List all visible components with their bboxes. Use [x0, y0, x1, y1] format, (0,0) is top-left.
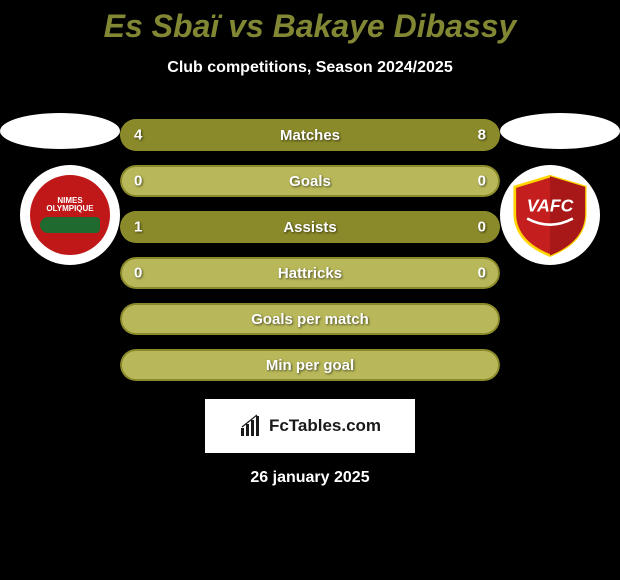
nimes-label: NIMESOLYMPIQUE — [46, 197, 93, 213]
stat-label: Assists — [283, 219, 336, 236]
stats-area: NIMESOLYMPIQUE VAFC 4 8 Matches 0 0 Goals 1 0 As… — [0, 113, 620, 381]
date-text: 26 january 2025 — [0, 469, 620, 487]
ellipse-left — [0, 113, 120, 149]
stat-value-right: 0 — [478, 173, 486, 190]
stat-value-right: 0 — [478, 219, 486, 236]
comparison-card: Es Sbaï vs Bakaye Dibassy Club competiti… — [0, 0, 620, 580]
stat-label: Matches — [280, 127, 340, 144]
page-title: Es Sbaï vs Bakaye Dibassy — [0, 8, 620, 45]
fctables-logo-icon — [239, 414, 263, 438]
stat-label: Min per goal — [266, 357, 354, 374]
team-badge-left: NIMESOLYMPIQUE — [20, 165, 120, 265]
stat-row: Min per goal — [120, 349, 500, 381]
branding-text: FcTables.com — [269, 416, 381, 436]
shield-icon: VAFC — [506, 171, 594, 259]
stat-row: 1 0 Assists — [120, 211, 500, 243]
subtitle: Club competitions, Season 2024/2025 — [0, 59, 620, 77]
stat-rows: 4 8 Matches 0 0 Goals 1 0 Assists 0 0 Hattricks Goal… — [120, 113, 500, 381]
branding-box: FcTables.com — [205, 399, 415, 453]
stat-value-left: 1 — [134, 219, 142, 236]
stat-label: Goals — [289, 173, 331, 190]
stat-label: Goals per match — [251, 311, 369, 328]
stat-value-right: 8 — [478, 127, 486, 144]
team-badge-right: VAFC — [500, 165, 600, 265]
ellipse-right — [500, 113, 620, 149]
stat-row: 0 0 Hattricks — [120, 257, 500, 289]
stat-row: 4 8 Matches — [120, 119, 500, 151]
stat-value-right: 0 — [478, 265, 486, 282]
stat-value-left: 0 — [134, 265, 142, 282]
stat-row: Goals per match — [120, 303, 500, 335]
stat-label: Hattricks — [278, 265, 342, 282]
stat-value-left: 4 — [134, 127, 142, 144]
crocodile-icon — [40, 217, 100, 233]
stat-value-left: 0 — [134, 173, 142, 190]
vafc-crest: VAFC — [502, 167, 598, 263]
svg-text:VAFC: VAFC — [527, 195, 574, 215]
nimes-crest: NIMESOLYMPIQUE — [28, 173, 112, 257]
stat-row: 0 0 Goals — [120, 165, 500, 197]
